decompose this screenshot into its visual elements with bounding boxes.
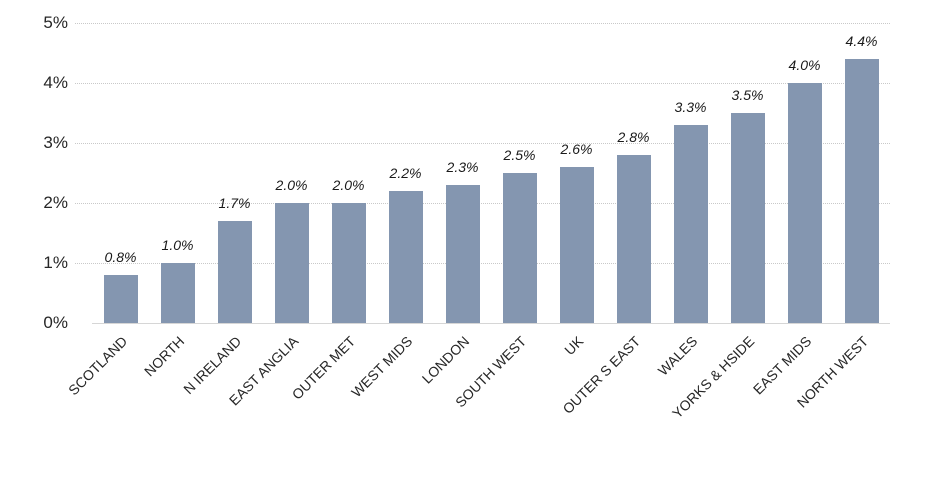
x-axis-category-label: NORTH WEST: [793, 333, 871, 411]
bar-value-label: 2.0%: [332, 177, 365, 193]
x-axis-category-label: EAST ANGLIA: [225, 333, 301, 409]
x-axis-category-label: WALES: [654, 333, 700, 379]
y-axis-tick-label: 3%: [43, 133, 68, 152]
bar-east-mids: [787, 83, 822, 323]
bar-value-label: 1.7%: [218, 195, 251, 211]
bar-value-label: 1.0%: [161, 237, 194, 253]
y-axis-tick-label: 0%: [43, 313, 68, 332]
x-axis-category-label: LONDON: [418, 333, 472, 387]
x-axis-category-label: UK: [560, 333, 586, 359]
bar-value-label: 0.8%: [104, 249, 137, 265]
x-axis-category-label: OUTER MET: [288, 333, 358, 403]
bar-north-west: [844, 59, 879, 323]
y-axis-tick-label: 2%: [43, 193, 68, 212]
bar-london: [445, 185, 480, 323]
x-axis-category-label: SOUTH WEST: [451, 333, 529, 411]
bar-value-label: 4.0%: [788, 57, 821, 73]
x-axis-category-label: N IRELAND: [179, 333, 244, 398]
bar-value-label: 3.5%: [731, 87, 764, 103]
gridline-1%: [75, 263, 890, 264]
bar-scotland: [103, 275, 138, 323]
bar-value-label: 3.3%: [674, 99, 707, 115]
bar-value-label: 2.5%: [503, 147, 536, 163]
bar-value-label: 2.3%: [446, 159, 479, 175]
bar-yorks-hside: [730, 113, 765, 323]
x-axis-category-label: OUTER S EAST: [558, 333, 643, 417]
bar-outer-s-east: [616, 155, 651, 323]
y-axis-tick-label: 5%: [43, 13, 68, 32]
bar-value-label: 2.6%: [560, 141, 593, 157]
gridline-4%: [75, 83, 890, 84]
x-axis-category-label: EAST MIDS: [749, 333, 814, 398]
x-axis-category-label: WEST MIDS: [347, 333, 415, 401]
bar-west-mids: [388, 191, 423, 323]
y-axis-tick-label: 1%: [43, 253, 68, 272]
gridline-2%: [75, 203, 890, 204]
bar-south-west: [502, 173, 537, 323]
gridline-3%: [75, 143, 890, 144]
bar-value-label: 4.4%: [845, 33, 878, 49]
x-axis-line: [92, 323, 890, 324]
bar-value-label: 2.2%: [389, 165, 422, 181]
x-axis-category-label: SCOTLAND: [64, 333, 130, 399]
x-axis-category-label: NORTH: [140, 333, 187, 380]
bar-outer-met: [331, 203, 366, 323]
bar-wales: [673, 125, 708, 323]
x-axis-category-label: YORKS & HSIDE: [668, 333, 757, 422]
bar-east-anglia: [274, 203, 309, 323]
bar-north: [160, 263, 195, 323]
bar-n-ireland: [217, 221, 252, 323]
bar-value-label: 2.0%: [275, 177, 308, 193]
y-axis-tick-label: 4%: [43, 73, 68, 92]
gridline-5%: [75, 23, 890, 24]
bar-value-label: 2.8%: [617, 129, 650, 145]
bar-uk: [559, 167, 594, 323]
